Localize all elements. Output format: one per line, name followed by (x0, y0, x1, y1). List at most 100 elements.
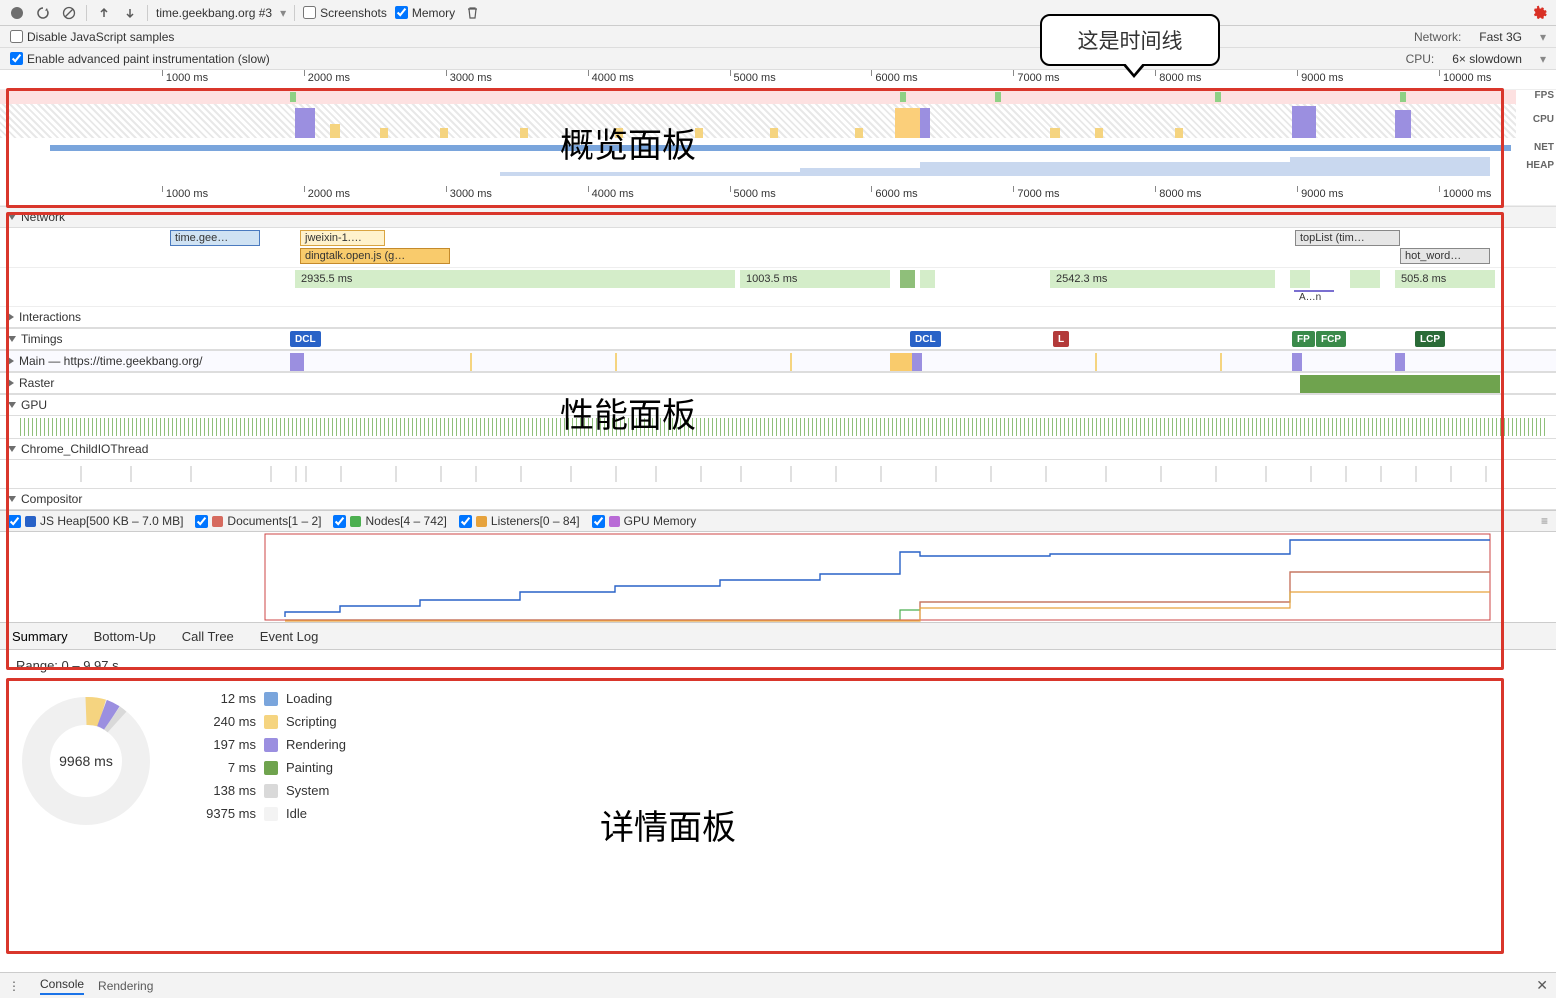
cpu-strip (0, 104, 1516, 138)
memory-legend-bar[interactable]: JS Heap[500 KB – 7.0 MB] Documents[1 – 2]… (0, 510, 1556, 532)
drawer-bar: ⋮ Console Rendering ✕ (0, 972, 1556, 998)
heap-label: HEAP (1526, 160, 1554, 171)
network-request[interactable]: hot_word… (1400, 248, 1490, 264)
timing-marker[interactable]: L (1053, 331, 1069, 347)
compositor-label: Compositor (21, 492, 82, 506)
network-header-label: Network (21, 210, 65, 224)
network-request[interactable]: time.gee… (170, 230, 260, 246)
frame-segment[interactable]: 2935.5 ms (295, 270, 735, 288)
flame-time-ruler[interactable]: 1000 ms2000 ms3000 ms4000 ms5000 ms6000 … (0, 186, 1556, 206)
frame-segment[interactable] (900, 270, 915, 288)
interactions-header[interactable]: Interactions (0, 306, 1556, 328)
trash-button[interactable] (463, 4, 481, 22)
perf-toolbar: time.geekbang.org #3 ▾ Screenshots Memor… (0, 0, 1556, 26)
overview-panel[interactable]: FPS CPU NET HEAP (0, 90, 1556, 186)
compositor-header[interactable]: Compositor (0, 488, 1556, 510)
gpu-header[interactable]: GPU (0, 394, 1556, 416)
separator (147, 5, 148, 21)
settings-gear-icon[interactable] (1530, 4, 1548, 22)
donut-total: 9968 ms (59, 753, 113, 769)
options-row-2: Enable advanced paint instrumentation (s… (0, 48, 1556, 70)
memory-legend-item[interactable]: JS Heap[500 KB – 7.0 MB] (8, 514, 183, 528)
range-text: Range: 0 – 9.97 s (0, 650, 1556, 681)
save-profile-button[interactable] (121, 4, 139, 22)
profile-selector[interactable]: time.geekbang.org #3 (156, 6, 272, 20)
memory-legend-item[interactable]: Listeners[0 – 84] (459, 514, 580, 528)
memory-checkbox[interactable]: Memory (395, 6, 455, 20)
cpu-throttle-select[interactable]: 6× slowdown (1452, 52, 1522, 66)
record-button[interactable] (8, 4, 26, 22)
network-section-header[interactable]: Network (0, 206, 1556, 228)
memory-menu-icon[interactable]: ≡ (1541, 514, 1548, 528)
interactions-label: Interactions (19, 310, 81, 324)
annotation-callout: 这是时间线 (1040, 14, 1220, 66)
network-throttle-select[interactable]: Fast 3G (1479, 30, 1522, 44)
legend-row: 138 msSystem (186, 783, 346, 798)
legend-row: 7 msPainting (186, 760, 346, 775)
frame-segment[interactable]: 505.8 ms (1395, 270, 1495, 288)
memory-label: Memory (412, 6, 455, 20)
drawer-tab-rendering[interactable]: Rendering (98, 979, 153, 993)
details-tab[interactable]: Bottom-Up (92, 625, 158, 648)
drawer-tab-console[interactable]: Console (40, 977, 84, 995)
screenshots-label: Screenshots (320, 6, 387, 20)
screenshots-checkbox[interactable]: Screenshots (303, 6, 387, 20)
dropdown-icon[interactable]: ▾ (280, 6, 286, 20)
advanced-paint-checkbox[interactable]: Enable advanced paint instrumentation (s… (10, 52, 270, 66)
timing-marker[interactable]: FP (1292, 331, 1315, 347)
overview-time-ruler[interactable]: 1000 ms2000 ms3000 ms4000 ms5000 ms6000 … (0, 70, 1556, 90)
net-strip (50, 145, 1511, 151)
disable-js-label: Disable JavaScript samples (27, 30, 174, 44)
child-io-label: Chrome_ChildIOThread (21, 442, 148, 456)
separator (86, 5, 87, 21)
summary-legend: 12 msLoading240 msScripting197 msRenderi… (186, 691, 346, 821)
details-tab[interactable]: Summary (10, 625, 70, 648)
timing-marker[interactable]: LCP (1415, 331, 1445, 347)
frame-annotations-row: A…n (0, 290, 1556, 306)
memory-legend-item[interactable]: Nodes[4 – 742] (333, 514, 446, 528)
cpu-label: CPU (1533, 114, 1554, 125)
child-io-track (0, 460, 1556, 488)
legend-row: 12 msLoading (186, 691, 346, 706)
details-tab[interactable]: Call Tree (180, 625, 236, 648)
network-track[interactable]: time.gee… jweixin-1.… dingtalk.open.js (g…… (0, 228, 1556, 268)
frame-segment[interactable] (920, 270, 935, 288)
drawer-menu-icon[interactable]: ⋮ (8, 979, 20, 993)
fps-strip (0, 90, 1516, 104)
frame-segment[interactable] (1290, 270, 1310, 288)
memory-legend-item[interactable]: GPU Memory (592, 514, 697, 528)
clear-button[interactable] (60, 4, 78, 22)
net-label: NET (1534, 142, 1554, 153)
options-row-1: Disable JavaScript samples Network: Fast… (0, 26, 1556, 48)
frame-segment[interactable]: 2542.3 ms (1050, 270, 1275, 288)
details-tab[interactable]: Event Log (258, 625, 321, 648)
network-request[interactable]: dingtalk.open.js (g… (300, 248, 450, 264)
dropdown-icon[interactable]: ▾ (1540, 30, 1546, 44)
network-request[interactable]: jweixin-1.… (300, 230, 385, 246)
timing-marker[interactable]: DCL (290, 331, 321, 347)
disable-js-checkbox[interactable]: Disable JavaScript samples (10, 30, 174, 44)
legend-row: 197 msRendering (186, 737, 346, 752)
fps-label: FPS (1535, 90, 1554, 101)
separator (294, 5, 295, 21)
timing-marker[interactable]: DCL (910, 331, 941, 347)
timing-marker[interactable]: FCP (1316, 331, 1346, 347)
timings-row[interactable]: Timings DCLDCLLFPFCPLCP (0, 328, 1556, 350)
child-io-header[interactable]: Chrome_ChildIOThread (0, 438, 1556, 460)
frame-segment[interactable] (1350, 270, 1380, 288)
frame-segment[interactable]: 1003.5 ms (740, 270, 890, 288)
summary-body: 9968 ms 12 msLoading240 msScripting197 m… (0, 681, 1556, 841)
load-profile-button[interactable] (95, 4, 113, 22)
network-request[interactable]: topList (tim… (1295, 230, 1400, 246)
memory-chart[interactable] (0, 532, 1556, 622)
summary-donut: 9968 ms (16, 691, 156, 831)
gpu-label: GPU (21, 398, 47, 412)
reload-button[interactable] (34, 4, 52, 22)
network-label: Network: (1414, 30, 1461, 44)
frames-row[interactable]: Frames 2935.5 ms1003.5 ms2542.3 ms505.8 … (0, 268, 1556, 290)
raster-row[interactable]: Raster (0, 372, 1556, 394)
memory-legend-item[interactable]: Documents[1 – 2] (195, 514, 321, 528)
main-thread-row[interactable]: Main — https://time.geekbang.org/ (0, 350, 1556, 372)
dropdown-icon[interactable]: ▾ (1540, 52, 1546, 66)
drawer-close-icon[interactable]: ✕ (1536, 977, 1548, 994)
